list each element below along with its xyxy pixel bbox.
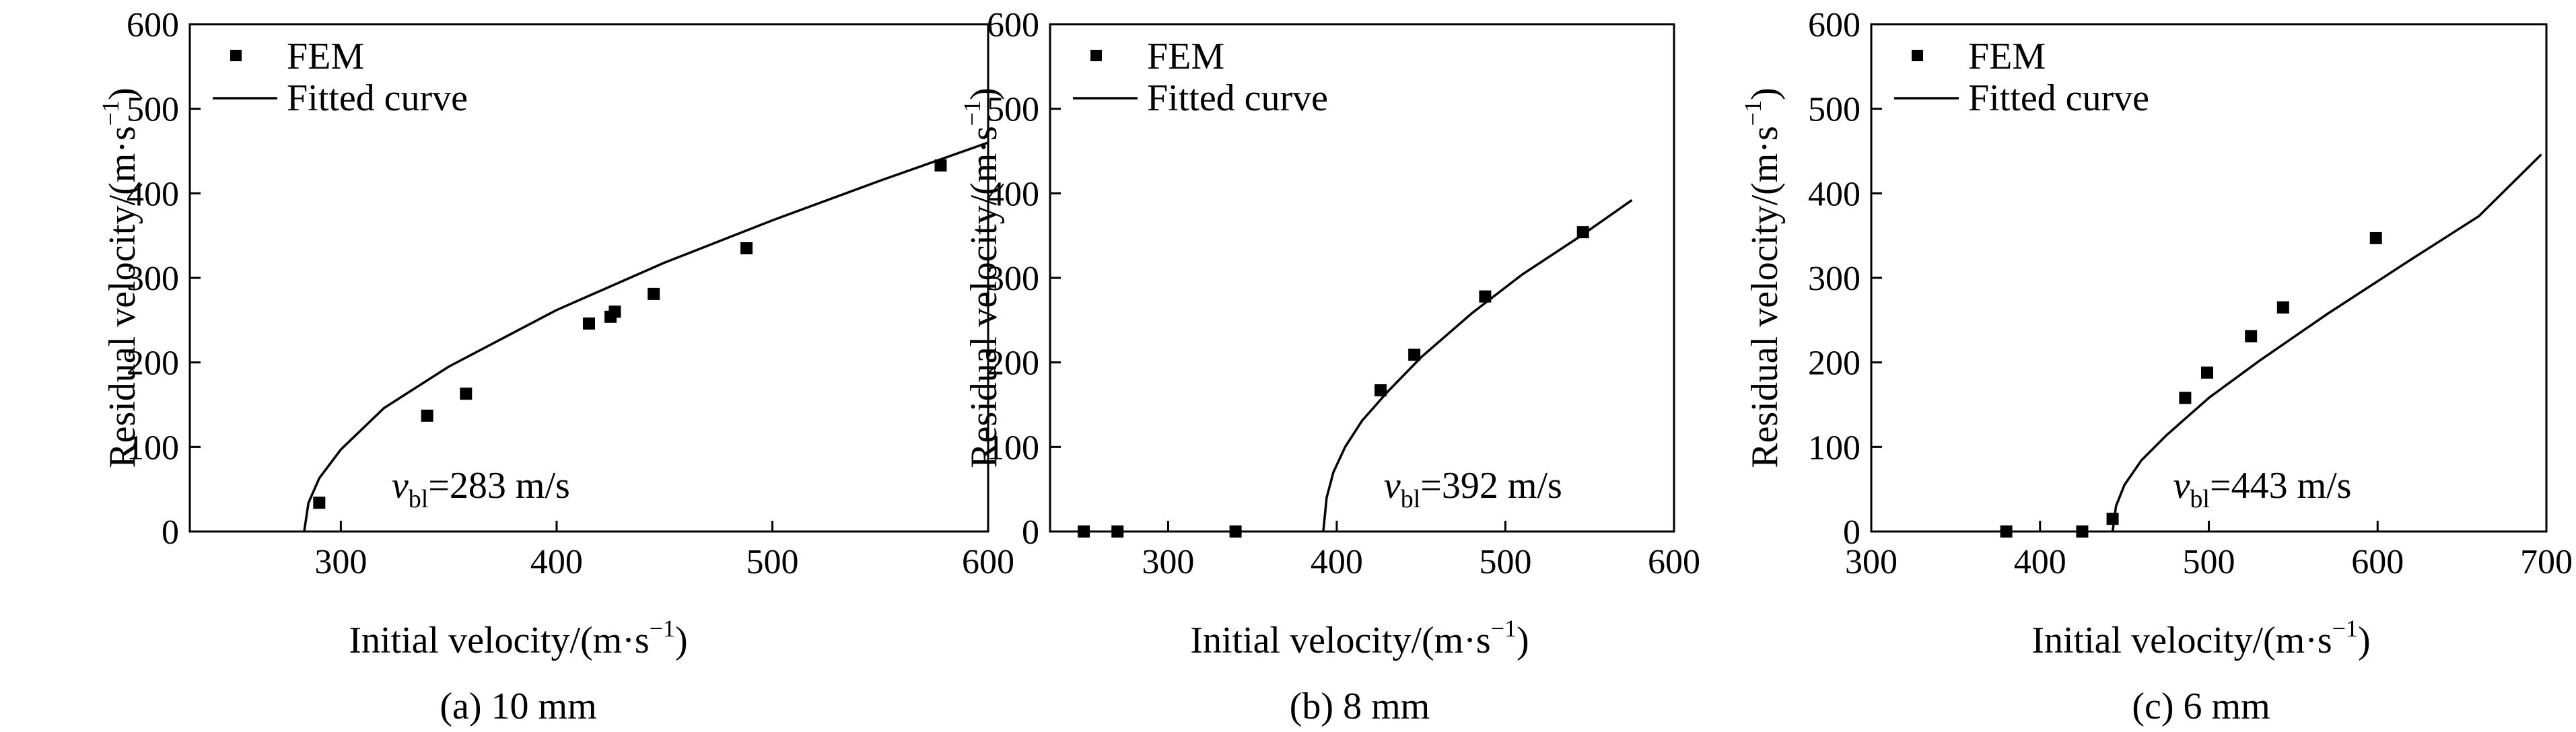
- legend-fem-label: FEM: [1147, 36, 1224, 77]
- chart-panel-3: 0 100 200 300 400 500 600 300 400 500 600 700 FEMFit…: [1739, 6, 2573, 727]
- y-tick-label: 200: [1808, 344, 1860, 383]
- legend-fem-marker: [1090, 50, 1102, 61]
- y-tick-label: 300: [127, 260, 179, 298]
- y-tick-label: 200: [127, 344, 179, 383]
- fem-point: [2076, 525, 2089, 538]
- x-tick-label: 500: [1479, 543, 1531, 581]
- x-tick-label: 400: [530, 543, 583, 581]
- plot-frame: [1049, 23, 1675, 533]
- y-tick-label: 0: [1843, 513, 1860, 552]
- y-tick-label: 400: [127, 175, 179, 213]
- y-tick-label: 400: [987, 175, 1039, 213]
- fem-point: [1078, 525, 1090, 538]
- chart-panel-1: 0 100 200 300 400 500 600 300 400 500 600 FEMFitted…: [97, 6, 1014, 727]
- panel-caption: (a) 10 mm: [440, 686, 596, 727]
- legend-fitted-curve-label: Fitted curve: [1968, 77, 2149, 119]
- y-axis-title: Residual velocity/(m·s−1): [959, 87, 1005, 468]
- fem-point: [1576, 226, 1589, 239]
- y-tick-label: 400: [1808, 175, 1860, 213]
- legend-fitted-curve-label: Fitted curve: [287, 77, 468, 119]
- x-tick-label: 500: [746, 543, 798, 581]
- fem-point: [2276, 301, 2289, 314]
- fem-point: [1374, 384, 1387, 397]
- fitted-curve-line: [2111, 153, 2542, 532]
- x-tick-label: 500: [2183, 543, 2235, 581]
- fem-point: [2245, 330, 2258, 342]
- y-tick-label: 600: [1808, 6, 1860, 44]
- fitted-curve-line: [1322, 198, 1633, 532]
- y-tick-label: 500: [127, 91, 179, 129]
- y-tick-label: 600: [127, 6, 179, 44]
- y-tick-label: 200: [987, 344, 1039, 383]
- fem-point: [313, 497, 326, 509]
- fem-point: [934, 159, 947, 172]
- fem-point: [740, 242, 753, 255]
- y-tick-label: 100: [987, 429, 1039, 467]
- y-tick-label: 300: [987, 260, 1039, 298]
- ballistic-limit-annotation: vbl=443 m/s: [2173, 465, 2352, 513]
- x-tick-label: 400: [2014, 543, 2066, 581]
- y-tick-label: 600: [987, 6, 1039, 44]
- fem-point: [1479, 290, 1492, 303]
- ballistic-limit-annotation: vbl=392 m/s: [1384, 465, 1562, 513]
- y-tick-label: 300: [1808, 260, 1860, 298]
- y-tick-label: 100: [1808, 429, 1860, 467]
- y-tick-label: 500: [1808, 91, 1860, 129]
- x-axis-title: Initial velocity/(m·s−1): [1190, 615, 1529, 661]
- fem-point: [2200, 366, 2213, 379]
- panel-caption: (b) 8 mm: [1290, 686, 1430, 727]
- x-tick-label: 600: [1648, 543, 1700, 581]
- panel-caption: (c) 6 mm: [2132, 686, 2270, 727]
- fitted-curve-line: [303, 141, 988, 532]
- chart-panel-2: 0 100 200 300 400 500 600 300 400 500 600 FEMFitted…: [959, 6, 1700, 727]
- fem-point: [1229, 525, 1242, 538]
- fem-point: [583, 317, 595, 330]
- x-tick-label: 600: [962, 543, 1014, 581]
- y-axis-title: Residual velocity/(m·s−1): [97, 87, 143, 468]
- x-tick-label: 400: [1311, 543, 1363, 581]
- legend-fitted-curve-label: Fitted curve: [1147, 77, 1328, 119]
- fem-point: [1408, 349, 1421, 361]
- fem-point: [608, 305, 621, 318]
- fem-point: [1111, 525, 1124, 538]
- x-tick-label: 700: [2520, 543, 2573, 581]
- legend-fem-label: FEM: [1968, 36, 2046, 77]
- y-tick-label: 500: [987, 91, 1039, 129]
- legend-fem-marker: [230, 50, 242, 61]
- y-tick-label: 100: [127, 429, 179, 467]
- fem-point: [2369, 231, 2382, 244]
- y-tick-label: 0: [1022, 513, 1039, 552]
- x-axis-title: Initial velocity/(m·s−1): [349, 615, 687, 661]
- x-tick-label: 300: [1142, 543, 1194, 581]
- x-tick-label: 600: [2351, 543, 2404, 581]
- legend-fem-marker: [1912, 50, 1923, 61]
- y-tick-label: 0: [162, 513, 179, 552]
- x-axis-title: Initial velocity/(m·s−1): [2031, 615, 2370, 661]
- fem-point: [421, 409, 433, 422]
- fem-point: [2106, 513, 2119, 525]
- y-axis-title: Residual velocity/(m·s−1): [1739, 87, 1786, 468]
- fem-point: [648, 287, 660, 300]
- fem-point: [2000, 525, 2013, 538]
- x-tick-label: 300: [1845, 543, 1898, 581]
- legend-fem-label: FEM: [287, 36, 364, 77]
- ballistic-limit-annotation: vbl=283 m/s: [392, 465, 570, 513]
- fem-point: [460, 388, 473, 400]
- x-tick-label: 300: [314, 543, 367, 581]
- fem-point: [2179, 392, 2192, 404]
